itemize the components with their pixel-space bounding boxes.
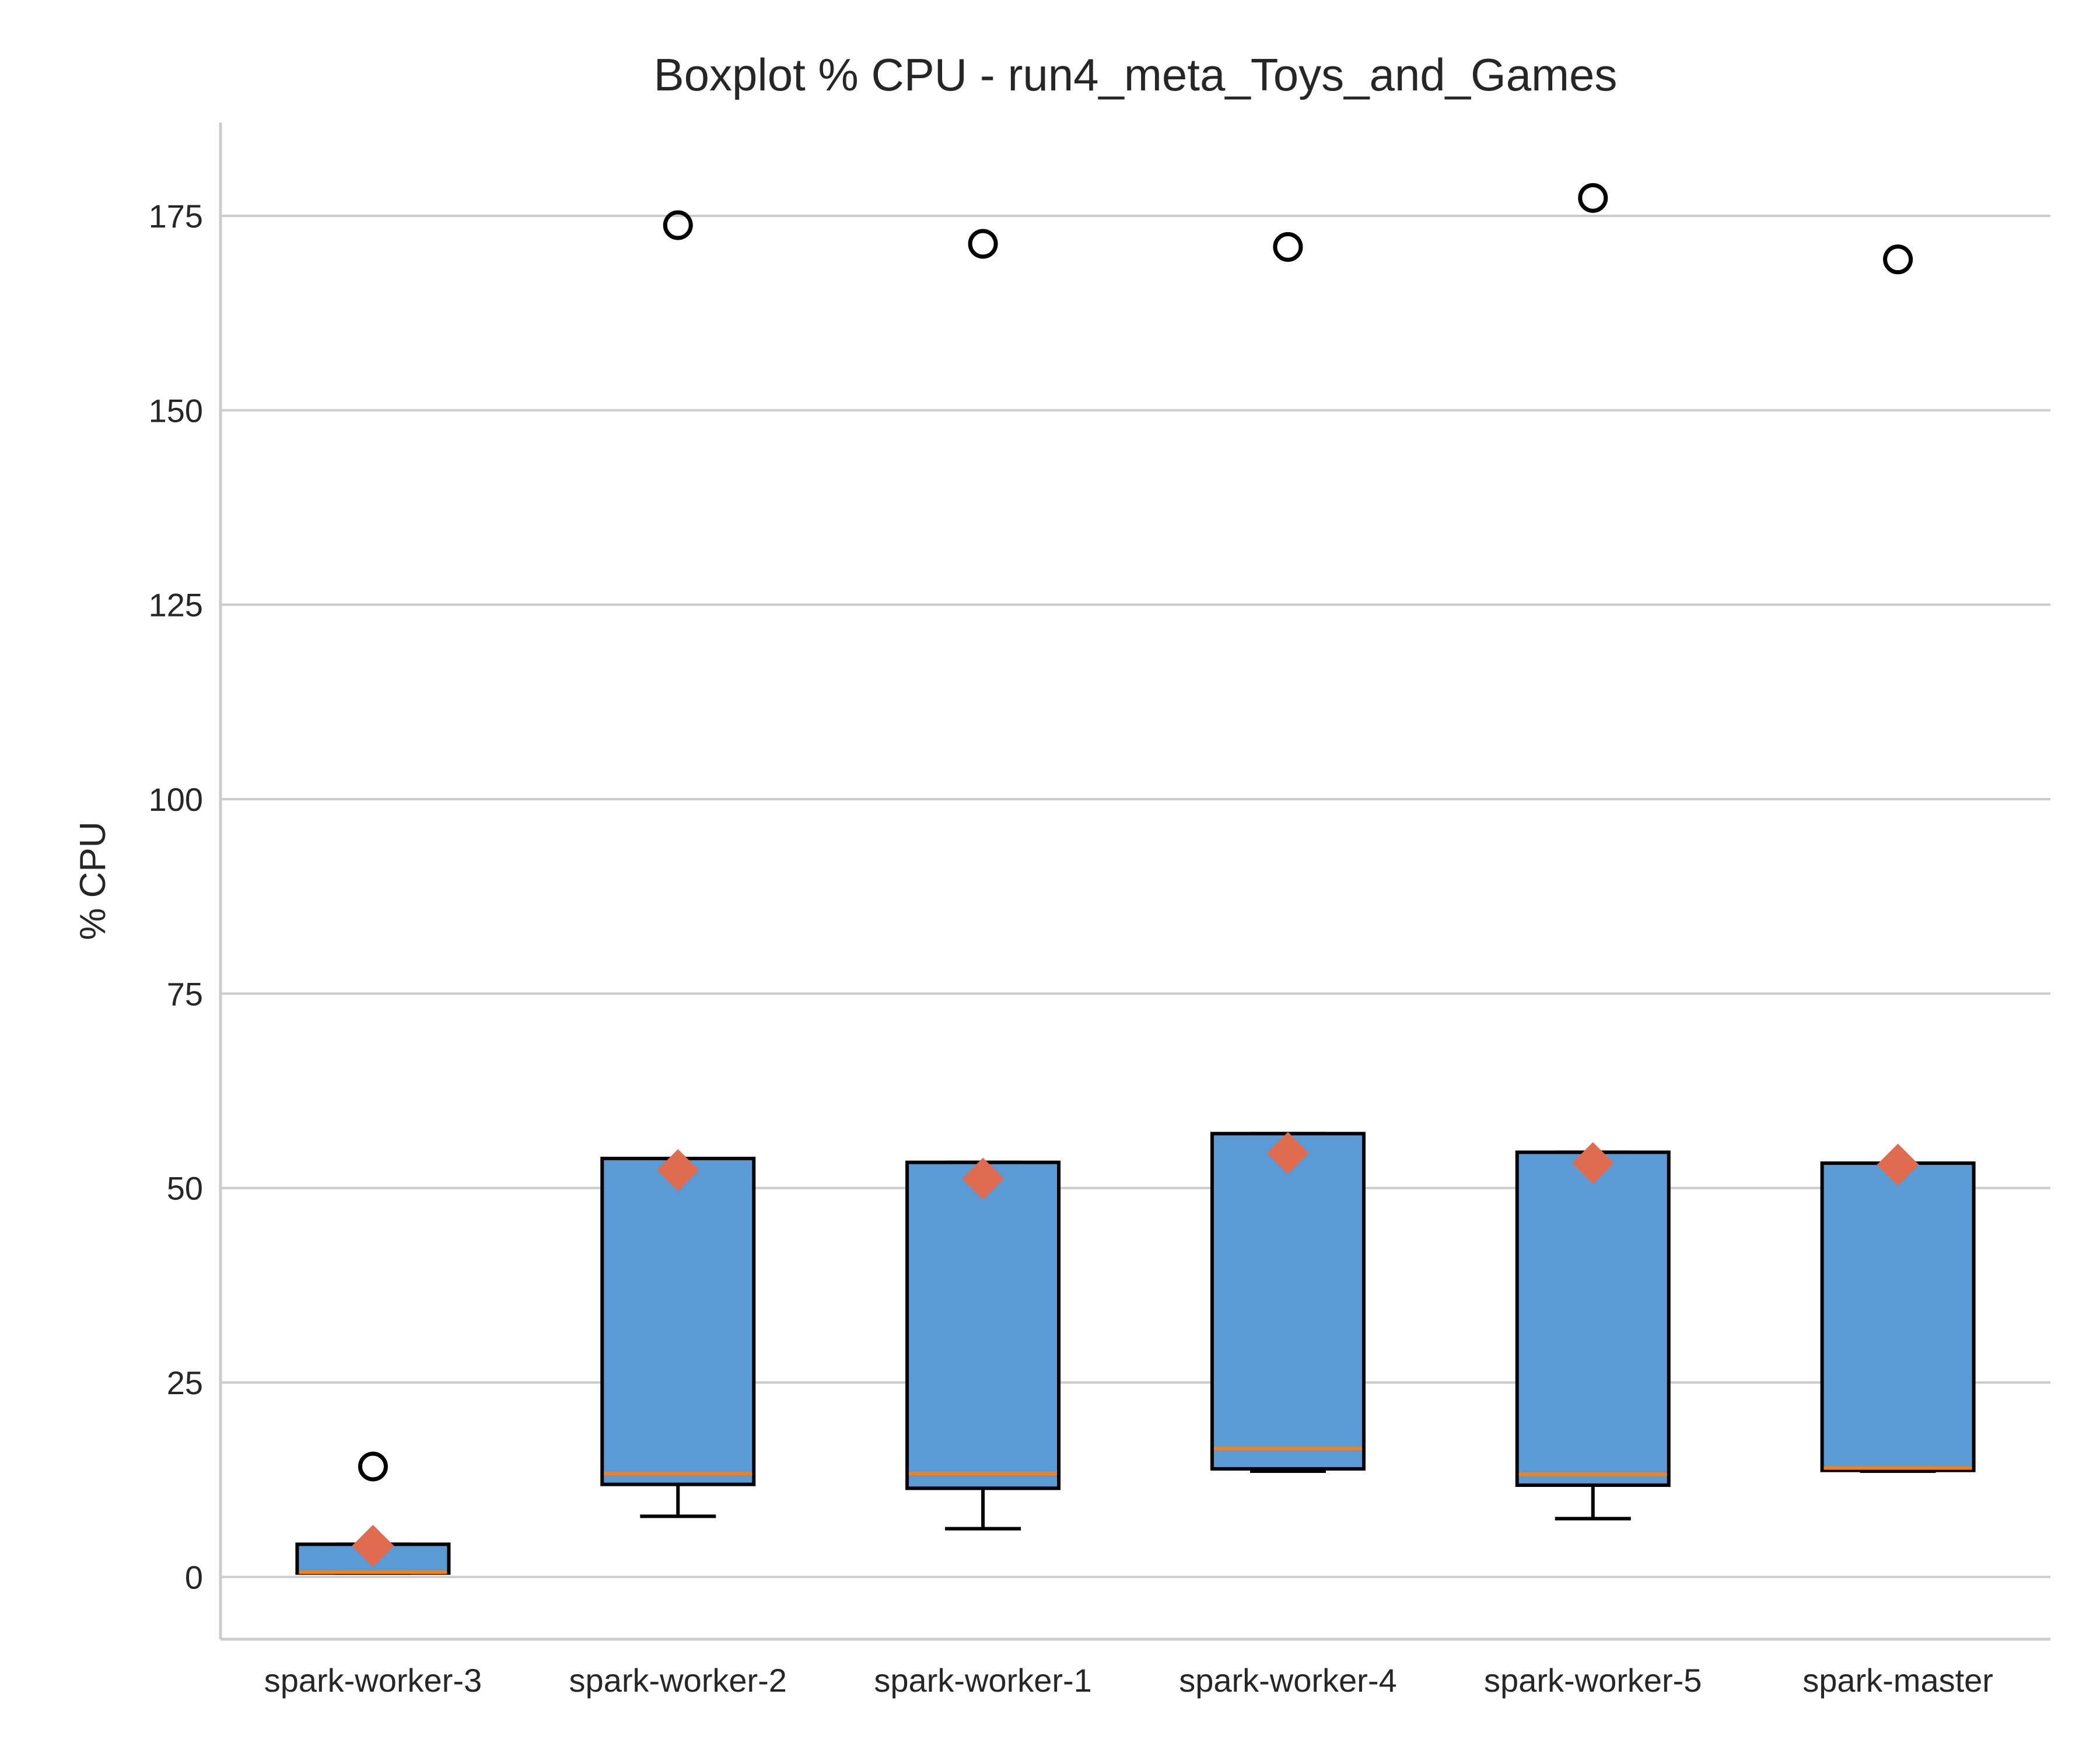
y-tick-label: 75: [167, 975, 203, 1012]
y-tick-label: 175: [149, 198, 203, 235]
mean-marker: [352, 1525, 394, 1567]
outlier-point: [1273, 232, 1303, 262]
y-tick-labels: 0 25 50 75 100 125 150 175: [149, 198, 203, 1595]
x-tick-labels: spark-worker-3 spark-worker-2 spark-worker…: [264, 1662, 1993, 1699]
box-group-spark-master: [1820, 244, 1976, 1473]
box-iqr: [1820, 1161, 1976, 1472]
x-tick-label: spark-worker-2: [569, 1662, 787, 1699]
y-tick-label: 125: [149, 587, 203, 624]
box-iqr: [1210, 1132, 1366, 1471]
outlier-point: [968, 229, 998, 259]
y-axis-label: % CPU: [73, 821, 113, 940]
x-tick-label: spark-master: [1803, 1662, 1993, 1699]
x-tick-label: spark-worker-1: [874, 1662, 1091, 1699]
boxes: [295, 183, 1976, 1575]
gridlines: [220, 215, 2050, 1578]
mean-marker: [1266, 1132, 1309, 1174]
mean-marker: [1572, 1142, 1614, 1184]
x-tick-label: spark-worker-5: [1484, 1662, 1702, 1699]
y-tick-label: 50: [167, 1170, 203, 1207]
y-tick-label: 150: [149, 392, 203, 429]
y-tick-label: 25: [167, 1364, 203, 1401]
box-iqr: [1515, 1150, 1671, 1488]
mean-marker: [1877, 1143, 1919, 1186]
outlier-point: [1883, 244, 1913, 275]
box-iqr: [600, 1157, 756, 1486]
mean-marker: [962, 1157, 1005, 1200]
axes: [219, 123, 2050, 1641]
outlier-point: [663, 210, 693, 240]
box-group-spark-worker-3: [295, 1451, 451, 1575]
outlier-point: [358, 1451, 388, 1482]
chart-title: Boxplot % CPU - run4_meta_Toys_and_Games: [654, 49, 1618, 100]
mean-marker: [657, 1149, 699, 1191]
box-group-spark-worker-5: [1515, 183, 1671, 1521]
box-group-spark-worker-1: [905, 229, 1061, 1531]
y-tick-label: 0: [185, 1559, 203, 1595]
box-group-spark-worker-4: [1210, 232, 1366, 1473]
x-tick-label: spark-worker-3: [264, 1662, 482, 1699]
outlier-point: [1578, 183, 1608, 213]
y-tick-label: 100: [149, 781, 203, 818]
box-iqr: [905, 1160, 1061, 1490]
box-group-spark-worker-2: [600, 210, 756, 1518]
x-tick-label: spark-worker-4: [1179, 1662, 1396, 1699]
